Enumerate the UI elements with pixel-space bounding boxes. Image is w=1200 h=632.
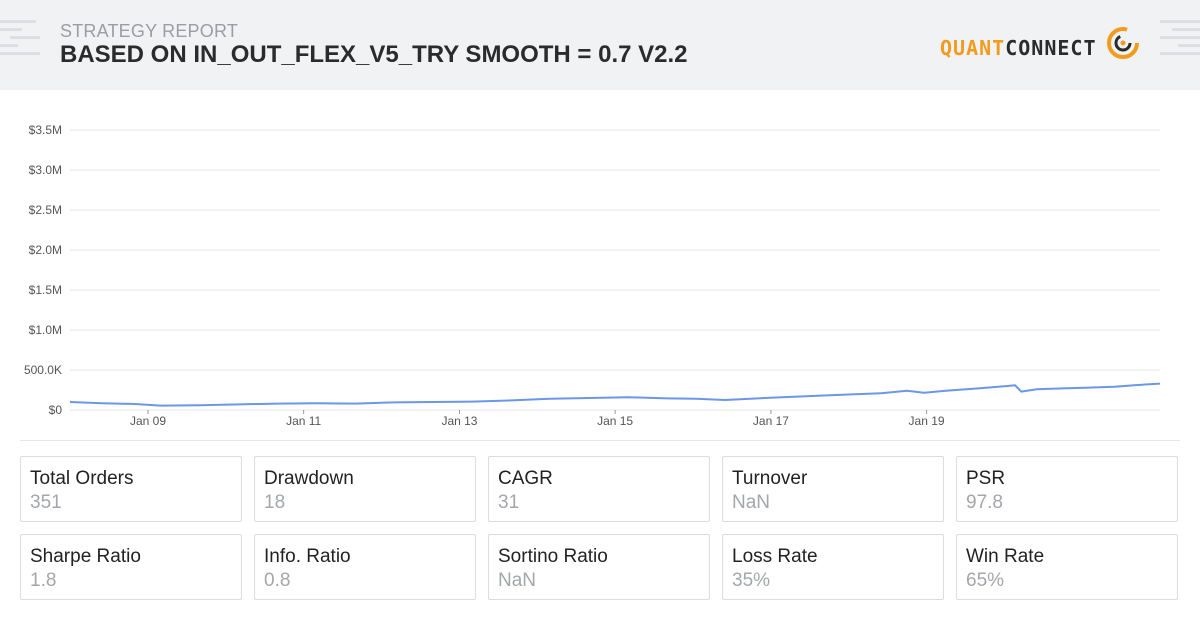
stat-label: Loss Rate (732, 546, 818, 567)
stat-value: NaN (732, 492, 771, 513)
stat-card-cagr: CAGR 31 (488, 456, 710, 522)
stat-value: 0.8 (264, 570, 291, 591)
stat-value: 65% (966, 570, 1005, 591)
stat-card-win-rate: Win Rate 65% (956, 534, 1178, 600)
stat-label: Turnover (732, 468, 808, 489)
stat-value: 351 (30, 492, 62, 513)
stat-card-info-ratio: Info. Ratio 0.8 (254, 534, 476, 600)
x-tick-label: Jan 19 (909, 414, 945, 428)
quantconnect-logo: QUANTCONNECT (940, 36, 1097, 60)
stat-label: Win Rate (966, 546, 1045, 567)
y-tick-label: $1.0M (29, 323, 62, 337)
y-tick-label: 500.0K (24, 363, 62, 377)
y-tick-label: $2.5M (29, 203, 62, 217)
stat-label: CAGR (498, 468, 553, 489)
report-header: STRATEGY REPORT BASED ON IN_OUT_FLEX_V5_… (0, 0, 1200, 90)
stat-value: 1.8 (30, 570, 57, 591)
equity-chart-svg: $0 500.0K $1.0M $1.5M $2.0M $2.5M $3.0M $3.5M Ja… (24, 123, 1161, 428)
stat-value: 18 (264, 492, 286, 513)
equity-chart: $0 500.0K $1.0M $1.5M $2.0M $2.5M $3.0M $3.5M Ja… (0, 110, 1200, 440)
stat-label: PSR (966, 468, 1006, 489)
x-tick-label: Jan 17 (753, 414, 789, 428)
y-tick-label: $2.0M (29, 243, 62, 257)
stat-card-sortino-ratio: Sortino Ratio NaN (488, 534, 710, 600)
y-tick-label: $0 (49, 403, 63, 417)
stat-label: Sortino Ratio (498, 546, 608, 567)
section-divider (20, 440, 1180, 441)
decorative-lines-right (1160, 20, 1200, 60)
x-tick-label: Jan 09 (130, 414, 166, 428)
logo-text-connect: CONNECT (1005, 36, 1097, 60)
stat-card-loss-rate: Loss Rate 35% (722, 534, 944, 600)
stat-card-psr: PSR 97.8 (956, 456, 1178, 522)
x-tick-label: Jan 11 (286, 414, 321, 428)
stat-value: 97.8 (966, 492, 1003, 513)
stat-value: NaN (498, 570, 537, 591)
stat-card-drawdown: Drawdown 18 (254, 456, 476, 522)
stat-value: 31 (498, 492, 520, 513)
stat-card-total-orders: Total Orders 351 (20, 456, 242, 522)
stat-label: Info. Ratio (264, 546, 351, 567)
stat-label: Sharpe Ratio (30, 546, 141, 567)
x-tick-label: Jan 15 (597, 414, 633, 428)
stat-label: Total Orders (30, 468, 134, 489)
y-tick-label: $3.0M (29, 163, 62, 177)
stat-card-turnover: Turnover NaN (722, 456, 944, 522)
decorative-lines-left (0, 20, 40, 60)
x-tick-label: Jan 13 (441, 414, 477, 428)
stat-label: Drawdown (264, 468, 354, 489)
y-tick-label: $3.5M (29, 123, 62, 137)
quantconnect-logo-icon (1107, 27, 1139, 59)
equity-series-line (69, 382, 1161, 407)
report-title: BASED ON IN_OUT_FLEX_V5_TRY SMOOTH = 0.7… (60, 41, 688, 68)
logo-text-quant: QUANT (940, 36, 1006, 60)
report-subtitle: STRATEGY REPORT (60, 21, 239, 41)
stat-value: 35% (732, 570, 771, 591)
stat-card-sharpe-ratio: Sharpe Ratio 1.8 (20, 534, 242, 600)
y-tick-label: $1.5M (29, 283, 62, 297)
